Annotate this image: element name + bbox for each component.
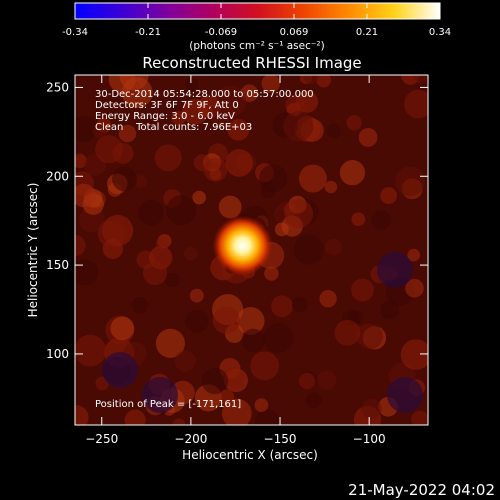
axis-ticks: −250 −200 −150 −100 100 150 200 250	[46, 75, 428, 446]
y-tick-label: 200	[46, 169, 69, 183]
y-tick-label: 100	[46, 347, 69, 361]
plot-title: Reconstructed RHESSI Image	[142, 54, 361, 72]
clean-counts: Clean Total counts: 7.96E+03	[95, 122, 252, 133]
energy-range: Energy Range: 3.0 - 6.0 keV	[95, 111, 235, 122]
x-tick-label: −200	[174, 432, 207, 446]
detectors: Detectors: 3F 6F 7F 9F, Att 0	[95, 100, 239, 111]
peak-position-label: Position of Peak = [-171,161]	[95, 399, 241, 410]
peak-source	[212, 215, 273, 276]
plot-frame	[74, 74, 429, 426]
colorbar	[74, 2, 441, 20]
colorbar-tick-label: -0.069	[205, 27, 237, 38]
y-tick-label: 150	[46, 258, 69, 272]
heatmap-image	[75, 75, 428, 425]
y-tick-label: 250	[46, 80, 69, 94]
colorbar-tick-label: 0.21	[356, 27, 378, 38]
x-axis-label: Heliocentric X (arcsec)	[182, 448, 318, 462]
x-tick-label: −250	[85, 432, 118, 446]
x-tick-label: −100	[353, 432, 386, 446]
colorbar-tick-label: 0.069	[280, 27, 309, 38]
footer-date: 21-May-2022 04:02	[348, 481, 495, 499]
x-tick-label: −150	[264, 432, 297, 446]
time-range: 30-Dec-2014 05:54:28.000 to 05:57:00.000	[95, 89, 314, 100]
colorbar-tick-label: -0.21	[135, 27, 161, 38]
colorbar-unit-label: (photons cm⁻² s⁻¹ asec⁻²)	[189, 40, 324, 52]
colorbar-tick-label: 0.34	[429, 27, 451, 38]
colorbar-tick-label: -0.34	[62, 27, 88, 38]
y-axis-label: Heliocentric Y (arcsec)	[26, 183, 40, 318]
colorbar-ticks: -0.34 -0.21 -0.069 0.069 0.21 0.34	[62, 3, 451, 38]
